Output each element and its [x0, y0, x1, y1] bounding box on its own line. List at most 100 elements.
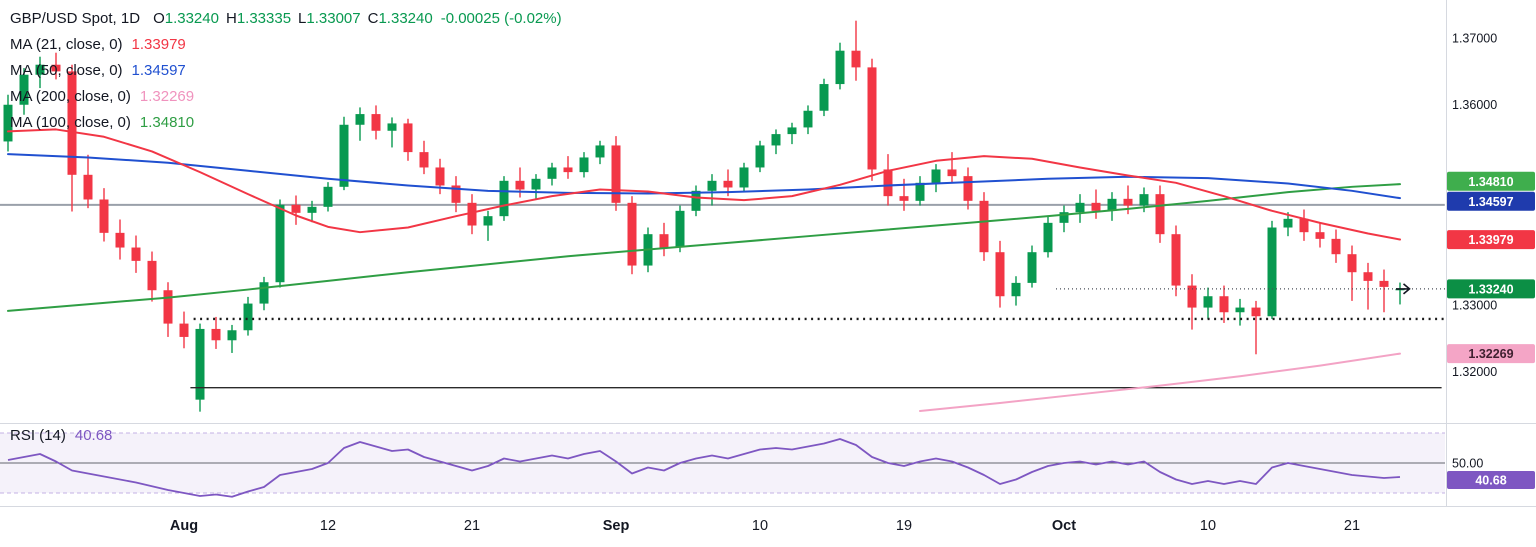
candle-body: [867, 67, 877, 170]
ma-50-line[interactable]: [7, 153, 1401, 200]
candle-body: [1075, 202, 1085, 213]
candle-body: [35, 64, 45, 75]
candle-body: [1123, 198, 1133, 206]
candle-body: [19, 74, 29, 105]
candle-body: [723, 180, 733, 188]
candle-body: [963, 176, 973, 201]
candle-body: [1251, 307, 1261, 317]
candle-body: [1315, 232, 1325, 239]
candle-body: [835, 50, 845, 85]
candle-body: [1107, 198, 1117, 211]
price-badge: [1447, 171, 1535, 191]
level-lines: [190, 283, 1445, 389]
candle-body: [563, 167, 573, 173]
indicator-row-ma200[interactable]: MA (200, close, 0) 1.32269: [10, 88, 195, 105]
price-badge-label: 1.32269: [1468, 347, 1513, 361]
candle-body: [1267, 227, 1277, 317]
candle-body: [1155, 194, 1165, 235]
symbol-title[interactable]: GBP/USD Spot, 1D: [10, 10, 141, 27]
candle-body: [371, 114, 381, 131]
price-badge: [1447, 230, 1535, 250]
ma-100-line[interactable]: [7, 183, 1401, 312]
time-axis-label[interactable]: 19: [896, 518, 912, 534]
candle-body: [1043, 222, 1053, 253]
candle-body: [1027, 252, 1037, 283]
candle-body: [451, 185, 461, 203]
time-axis-label[interactable]: Aug: [170, 518, 198, 534]
time-axis-label[interactable]: Oct: [1052, 518, 1076, 534]
rsi-line: [7, 438, 1401, 498]
price-arrow-icon: [1396, 283, 1411, 295]
candle-body: [435, 167, 445, 186]
candle-body: [1091, 202, 1101, 211]
time-axis-label[interactable]: 21: [464, 518, 480, 534]
indicator-row-ma100[interactable]: MA (100, close, 0) 1.34810: [10, 114, 195, 131]
time-scale[interactable]: Aug 12 21 Sep 10 19 Oct 10 21: [170, 518, 1360, 534]
candle-body: [579, 157, 589, 173]
price-badge: [1447, 191, 1535, 211]
candle-body: [1139, 194, 1149, 206]
candle-body: [323, 186, 333, 207]
candle-body: [915, 182, 925, 201]
candle-body: [1379, 280, 1389, 287]
time-axis-label[interactable]: 10: [752, 518, 768, 534]
candle-body: [3, 104, 13, 142]
candle-body: [307, 206, 317, 213]
candle-body: [611, 145, 621, 203]
candle-body: [419, 152, 429, 168]
rsi-tick-label: 50.00: [1452, 457, 1483, 471]
time-axis-label[interactable]: 12: [320, 518, 336, 534]
ma-21-line[interactable]: [7, 128, 1401, 241]
symbol-ohlc-row: GBP/USD Spot, 1D O1.33240 H1.33335 L1.33007…: [10, 6, 562, 32]
time-axis-label[interactable]: Sep: [603, 518, 630, 534]
candle-body: [227, 330, 237, 341]
ma-200-line[interactable]: [919, 352, 1401, 412]
price-scale[interactable]: 1.37000 1.36000 1.33000 1.32000 1.34810 1.345…: [1447, 32, 1535, 380]
candle-body: [67, 71, 77, 175]
candle-body: [99, 199, 109, 233]
candle-body: [387, 123, 397, 131]
candle-body: [675, 210, 685, 248]
candle-body: [499, 180, 509, 217]
candle-body: [787, 127, 797, 135]
candle-body: [483, 216, 493, 226]
candle-body: [403, 123, 413, 153]
chart-legend: GBP/USD Spot, 1D O1.33240 H1.33335 L1.33007…: [10, 6, 562, 136]
time-axis-label[interactable]: 10: [1200, 518, 1216, 534]
candle-body: [1171, 234, 1181, 286]
candle-body: [883, 169, 893, 197]
candle-body: [979, 200, 989, 253]
candle-body: [83, 174, 93, 200]
candle-body: [771, 134, 781, 146]
candle-body: [1331, 238, 1341, 255]
candle-body: [147, 260, 157, 291]
candle-body: [291, 204, 301, 213]
candle-body: [1299, 218, 1309, 233]
price-tick-label: 1.32000: [1452, 365, 1497, 379]
price-tick-label: 1.37000: [1452, 32, 1497, 46]
time-axis-label[interactable]: 21: [1344, 518, 1360, 534]
candles-series: [3, 20, 1405, 412]
candle-body: [275, 204, 285, 283]
candle-body: [467, 202, 477, 226]
indicator-row-ma50[interactable]: MA (50, close, 0) 1.34597: [10, 62, 186, 79]
price-tick-label: 1.33000: [1452, 298, 1497, 312]
candle-body: [1187, 285, 1197, 308]
candle-body: [355, 114, 365, 125]
candle-body: [115, 232, 125, 248]
candle-body: [1235, 307, 1245, 313]
price-tick-label: 1.36000: [1452, 98, 1497, 112]
candle-body: [851, 50, 861, 68]
candle-body: [179, 323, 189, 337]
indicator-row-ma21[interactable]: MA (21, close, 0) 1.33979: [10, 36, 186, 53]
candle-body: [931, 169, 941, 183]
candle-body: [1059, 212, 1069, 223]
candle-body: [947, 169, 957, 177]
candle-body: [163, 290, 173, 324]
candle-body: [899, 196, 909, 201]
price-badge-label: 1.34597: [1468, 195, 1513, 209]
candle-body: [803, 110, 813, 128]
rsi-legend[interactable]: RSI (14) 40.68: [10, 427, 113, 444]
ohlc-open: O1.33240: [153, 10, 219, 27]
